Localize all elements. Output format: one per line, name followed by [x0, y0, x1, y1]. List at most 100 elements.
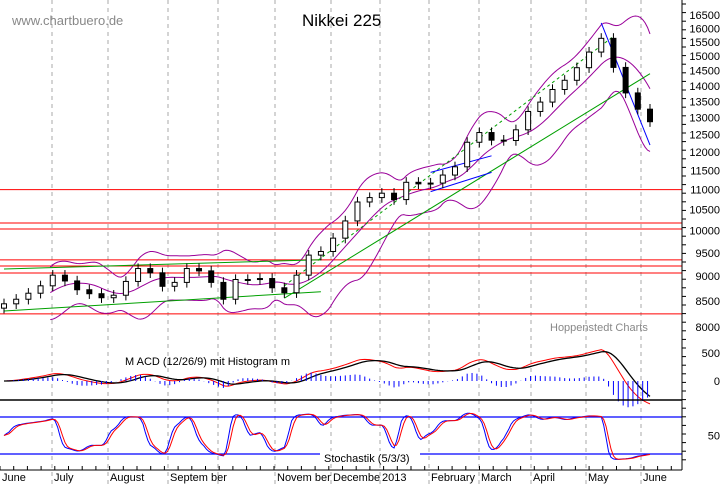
candle-body: [647, 108, 653, 123]
price-tick-label: 13500: [689, 96, 720, 108]
candle-body: [269, 278, 276, 289]
month-label: June: [2, 472, 26, 484]
support-resistance-lines: [0, 189, 682, 315]
candle-body: [110, 294, 117, 299]
candle-body: [561, 79, 568, 90]
watermark: www.chartbuero.de: [11, 13, 123, 28]
price-tick-label: 12000: [689, 147, 720, 159]
candle-body: [403, 181, 410, 201]
price-tick-label: 12500: [689, 130, 720, 142]
candle-body: [244, 278, 251, 281]
month-label: April: [533, 472, 555, 484]
candle-body: [634, 92, 641, 110]
month-label: August: [110, 472, 144, 484]
candle-body: [171, 281, 178, 287]
bollinger-lower: [50, 90, 651, 321]
candle-body: [451, 166, 458, 176]
candle-body: [74, 280, 81, 291]
price-tick-label: 16000: [689, 23, 720, 35]
candle-body: [317, 250, 324, 256]
price-tick-label: 13000: [689, 113, 720, 125]
candle-body: [549, 88, 556, 103]
price-tick-label: 10000: [689, 226, 720, 238]
candle-body: [439, 174, 446, 184]
signal-line: [3, 350, 651, 397]
trendlines: [3, 22, 651, 312]
candle-body: [525, 110, 532, 131]
price-tick-label: 9500: [696, 248, 720, 260]
trendline: [284, 36, 614, 287]
stochastic-d-line: [3, 412, 651, 460]
candle-body: [183, 268, 190, 283]
candle-body: [415, 181, 422, 185]
candle-body: [610, 37, 617, 68]
price-tick-label: 15000: [689, 51, 720, 63]
bollinger-upper: [49, 15, 651, 278]
candle-body: [208, 270, 215, 283]
candle-body: [537, 101, 544, 112]
candle-body: [464, 141, 471, 168]
candle-body: [49, 274, 56, 287]
price-tick-label: 9000: [696, 271, 720, 283]
month-label: March: [481, 472, 512, 484]
price-candles: [1, 33, 653, 314]
stochastic-tick-label: 50: [708, 431, 720, 443]
candle-body: [196, 268, 203, 272]
candle-body: [305, 254, 312, 276]
candle-body: [256, 278, 263, 281]
stochastic-label: Stochastik (5/3/3): [324, 453, 410, 465]
candle-body: [586, 51, 593, 69]
price-tick-label: 16500: [689, 10, 720, 22]
candle-body: [98, 293, 105, 299]
month-label: Novem ber: [277, 472, 331, 484]
month-label: Septem ber: [170, 472, 227, 484]
candle-body: [330, 237, 337, 252]
price-tick-label: 15500: [689, 37, 720, 49]
candle-body: [135, 268, 142, 282]
candle-body: [1, 303, 7, 309]
candle-body: [342, 220, 349, 239]
month-label: June: [643, 472, 667, 484]
candle-body: [25, 292, 32, 300]
trendline: [284, 73, 651, 299]
month-label: February: [431, 472, 476, 484]
price-tick-label: 8000: [696, 322, 720, 334]
candle-body: [86, 289, 93, 295]
macd-panel: [0, 349, 682, 408]
candle-body: [281, 287, 288, 294]
candle-body: [573, 67, 580, 81]
candle-body: [476, 132, 483, 143]
candle-body: [37, 285, 44, 294]
trendline: [3, 259, 321, 270]
candle-body: [622, 66, 629, 94]
candle-body: [122, 280, 129, 296]
candle-body: [427, 182, 434, 185]
candle-body: [488, 132, 495, 141]
candle-body: [500, 139, 507, 142]
candle-body: [147, 268, 154, 274]
month-gridlines: [51, 0, 642, 486]
candle-body: [13, 298, 20, 305]
candle-body: [354, 201, 361, 222]
candle-body: [391, 192, 398, 201]
month-label: July: [54, 472, 74, 484]
candle-body: [512, 129, 519, 142]
trendline: [430, 155, 492, 173]
macd-tick-label: 0: [714, 376, 720, 388]
price-tick-label: 11000: [690, 185, 720, 197]
bollinger-bands: [49, 15, 651, 321]
macd-line: [3, 349, 651, 405]
price-tick-label: 14500: [689, 66, 720, 78]
candle-body: [293, 274, 300, 294]
candle-body: [61, 274, 68, 282]
trendline: [430, 171, 492, 193]
price-tick-label: 10500: [689, 205, 720, 217]
price-tick-label: 14000: [689, 81, 720, 93]
chart-title: Nikkei 225: [302, 11, 381, 30]
price-tick-label: 8500: [696, 296, 720, 308]
candle-body: [232, 278, 239, 300]
month-label: Decembe: [333, 472, 380, 484]
macd-label: M ACD (12/26/9) mit Histogram m: [125, 356, 290, 368]
